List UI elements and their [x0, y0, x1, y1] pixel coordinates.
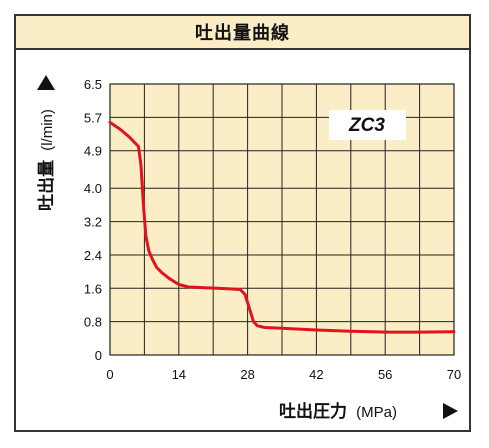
model-badge-box	[329, 110, 406, 140]
y-tick-label: 0	[95, 348, 102, 363]
y-axis-unit: (l/min)	[39, 109, 56, 151]
model-badge: ZC3	[329, 110, 406, 140]
y-tick-label: 5.7	[84, 110, 102, 125]
x-tick-label: 70	[447, 367, 461, 382]
y-axis-title-group: 吐出量 (l/min)	[36, 109, 57, 211]
title-bar: 吐出量曲線	[16, 16, 469, 50]
x-tick-label: 56	[378, 367, 392, 382]
x-axis-unit: (MPa)	[356, 404, 397, 421]
y-tick-label: 3.2	[84, 215, 102, 230]
plot-border	[109, 83, 455, 356]
model-badge-label: ZC3	[348, 115, 385, 136]
x-axis-arrow-icon	[443, 403, 458, 419]
svg-text:吐出圧力 (MPa): 吐出圧力 (MPa)	[279, 401, 397, 422]
y-tick-label: 2.4	[84, 248, 102, 263]
y-axis-label: 吐出量	[36, 160, 57, 211]
y-axis-arrow-icon	[37, 75, 55, 90]
y-tick-label: 0.8	[84, 315, 102, 330]
y-tick-label: 4.9	[84, 144, 102, 159]
x-tick-label: 14	[172, 367, 186, 382]
chart-title: 吐出量曲線	[195, 23, 290, 44]
x-axis-label: 吐出圧力	[279, 401, 347, 422]
svg-text:吐出量 (l/min): 吐出量 (l/min)	[36, 109, 57, 211]
x-tick-label: 28	[240, 367, 254, 382]
y-tick-label: 6.5	[84, 77, 102, 92]
y-tick-label: 4.0	[84, 181, 102, 196]
x-tick-label: 0	[106, 367, 113, 382]
series-line-0	[108, 120, 456, 334]
x-tick-label: 42	[309, 367, 323, 382]
y-tick-label: 1.6	[84, 281, 102, 296]
